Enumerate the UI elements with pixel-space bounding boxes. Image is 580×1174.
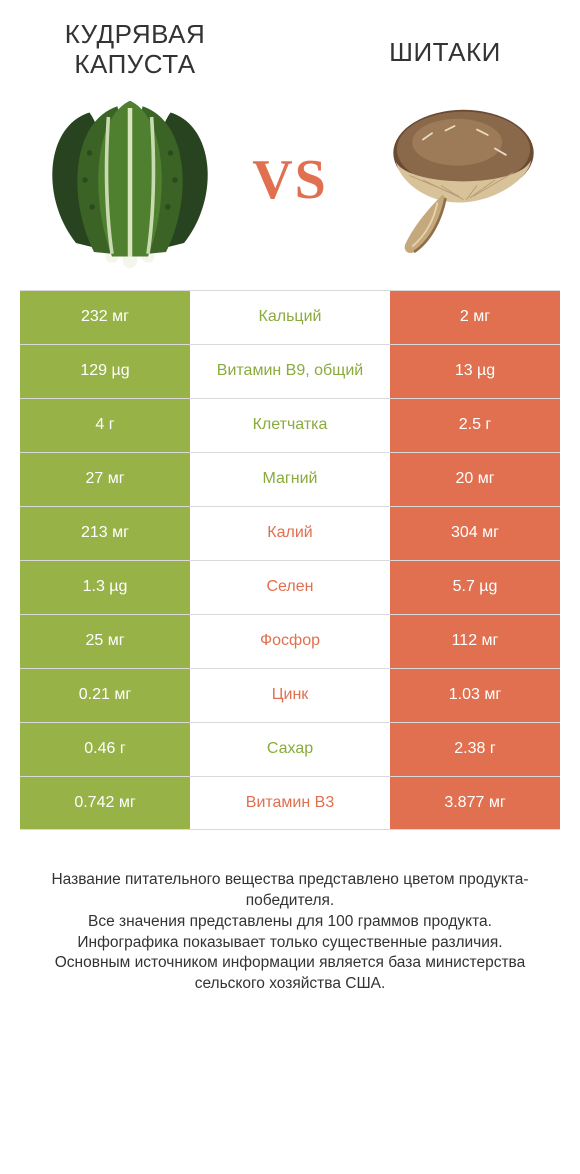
right-value: 2 мг [390,291,560,344]
right-product-title: ШИТАКИ [340,20,550,68]
right-value: 20 мг [390,453,560,506]
table-row: 0.21 мгЦинк1.03 мг [20,668,560,722]
left-value: 129 µg [20,345,190,398]
nutrition-table: 232 мгКальций2 мг129 µgВитамин B9, общий… [0,290,580,830]
right-value: 13 µg [390,345,560,398]
left-product-title: КУДРЯВАЯ КАПУСТА [30,20,240,80]
right-value: 304 мг [390,507,560,560]
kale-image [40,90,220,270]
footer-line: Инфографика показывает только существенн… [30,933,550,954]
table-row: 0.46 гСахар2.38 г [20,722,560,776]
table-row: 129 µgВитамин B9, общий13 µg [20,344,560,398]
nutrient-name: Кальций [190,291,390,344]
left-value: 213 мг [20,507,190,560]
nutrient-name: Витамин B9, общий [190,345,390,398]
kale-icon [40,90,220,270]
left-value: 1.3 µg [20,561,190,614]
left-value: 0.46 г [20,723,190,776]
footer-notes: Название питательного вещества представл… [0,830,580,996]
left-value: 25 мг [20,615,190,668]
left-value: 232 мг [20,291,190,344]
shiitake-image [360,90,540,270]
nutrient-name: Клетчатка [190,399,390,452]
left-value: 4 г [20,399,190,452]
nutrient-name: Сахар [190,723,390,776]
right-value: 112 мг [390,615,560,668]
table-row: 0.742 мгВитамин B33.877 мг [20,776,560,830]
shiitake-icon [360,90,540,270]
vs-label: VS [252,148,328,212]
right-value: 2.38 г [390,723,560,776]
footer-line: Все значения представлены для 100 граммо… [30,912,550,933]
footer-line: Название питательного вещества представл… [30,870,550,912]
right-value: 5.7 µg [390,561,560,614]
table-row: 232 мгКальций2 мг [20,290,560,344]
comparison-header: КУДРЯВАЯ КАПУСТА ШИТАКИ [0,0,580,80]
nutrient-name: Селен [190,561,390,614]
table-row: 213 мгКалий304 мг [20,506,560,560]
left-value: 0.742 мг [20,777,190,829]
left-value: 27 мг [20,453,190,506]
table-row: 27 мгМагний20 мг [20,452,560,506]
nutrient-name: Магний [190,453,390,506]
table-row: 4 гКлетчатка2.5 г [20,398,560,452]
right-value: 3.877 мг [390,777,560,829]
hero-row: VS [0,80,580,290]
table-row: 25 мгФосфор112 мг [20,614,560,668]
left-value: 0.21 мг [20,669,190,722]
nutrient-name: Витамин B3 [190,777,390,829]
right-value: 2.5 г [390,399,560,452]
nutrient-name: Фосфор [190,615,390,668]
nutrient-name: Калий [190,507,390,560]
nutrient-name: Цинк [190,669,390,722]
right-value: 1.03 мг [390,669,560,722]
table-row: 1.3 µgСелен5.7 µg [20,560,560,614]
footer-line: Основным источником информации является … [30,953,550,995]
